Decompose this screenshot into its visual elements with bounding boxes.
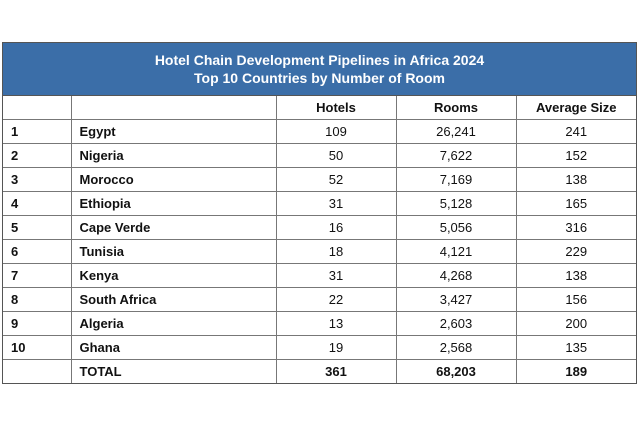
table-row: 10 Ghana 19 2,568 135 (3, 335, 636, 360)
header-cell (70, 96, 277, 120)
table-row: 3 Morocco 52 7,169 138 (3, 167, 636, 192)
value-cell: 200 (515, 311, 636, 336)
value-cell: 31 (275, 263, 397, 288)
value-cell: 135 (515, 335, 636, 360)
value-cell: 7,622 (395, 143, 517, 168)
total-value: 68,203 (395, 359, 517, 383)
subtitle: Top 10 Countries by Number of Room (194, 70, 445, 86)
table-row: 7 Kenya 31 4,268 138 (3, 263, 636, 288)
value-cell: 138 (515, 167, 636, 192)
table-row: 8 South Africa 22 3,427 156 (3, 287, 636, 312)
title: Hotel Chain Development Pipelines in Afr… (154, 52, 485, 68)
total-value: 189 (515, 359, 636, 383)
column-header: Average Size (515, 96, 636, 120)
country-cell: Nigeria (70, 143, 277, 168)
table-row: 6 Tunisia 18 4,121 229 (3, 239, 636, 264)
value-cell: 152 (515, 143, 636, 168)
value-cell: 18 (275, 239, 397, 264)
value-cell: 316 (515, 215, 636, 240)
value-cell: 22 (275, 287, 397, 312)
table-row: 1 Egypt 109 26,241 241 (3, 119, 636, 144)
country-cell: Egypt (70, 119, 277, 144)
country-cell: Cape Verde (70, 215, 277, 240)
header-row: Hotels Rooms Average Size (3, 96, 636, 120)
value-cell: 50 (275, 143, 397, 168)
value-cell: 16 (275, 215, 397, 240)
rank-cell: 3 (3, 167, 72, 192)
table-row: 9 Algeria 13 2,603 200 (3, 311, 636, 336)
table: Hotels Rooms Average Size 1 Egypt 109 26,241 24… (3, 96, 636, 383)
value-cell: 241 (515, 119, 636, 144)
table-row: 4 Ethiopia 31 5,128 165 (3, 191, 636, 216)
total-label: TOTAL (70, 359, 277, 383)
value-cell: 19 (275, 335, 397, 360)
rank-cell: 4 (3, 191, 72, 216)
value-cell: 2,568 (395, 335, 517, 360)
table-row: 5 Cape Verde 16 5,056 316 (3, 215, 636, 240)
value-cell: 4,121 (395, 239, 517, 264)
value-cell: 138 (515, 263, 636, 288)
value-cell: 3,427 (395, 287, 517, 312)
table-row: 2 Nigeria 50 7,622 152 (3, 143, 636, 168)
rank-cell: 8 (3, 287, 72, 312)
table-container: Hotel Chain Development Pipelines in Afr… (2, 42, 637, 384)
country-cell: Tunisia (70, 239, 277, 264)
value-cell: 156 (515, 287, 636, 312)
column-header: Rooms (395, 96, 517, 120)
rank-cell: 5 (3, 215, 72, 240)
value-cell: 13 (275, 311, 397, 336)
rank-cell: 1 (3, 119, 72, 144)
value-cell: 5,128 (395, 191, 517, 216)
value-cell: 4,268 (395, 263, 517, 288)
rank-cell: 10 (3, 335, 72, 360)
rank-cell: 6 (3, 239, 72, 264)
country-cell: Kenya (70, 263, 277, 288)
country-cell: Algeria (70, 311, 277, 336)
rank-cell: 7 (3, 263, 72, 288)
country-cell: Ghana (70, 335, 277, 360)
value-cell: 31 (275, 191, 397, 216)
value-cell: 165 (515, 191, 636, 216)
value-cell: 109 (275, 119, 397, 144)
total-value: 361 (275, 359, 397, 383)
country-cell: Ethiopia (70, 191, 277, 216)
value-cell: 52 (275, 167, 397, 192)
rank-cell: 2 (3, 143, 72, 168)
title-band: Hotel Chain Development Pipelines in Afr… (3, 43, 636, 96)
country-cell: Morocco (70, 167, 277, 192)
column-header: Hotels (275, 96, 397, 120)
value-cell: 229 (515, 239, 636, 264)
rank-cell: 9 (3, 311, 72, 336)
country-cell: South Africa (70, 287, 277, 312)
header-cell (3, 96, 72, 120)
table-body: Hotels Rooms Average Size 1 Egypt 109 26,241 24… (3, 96, 636, 383)
empty-cell (3, 359, 72, 383)
total-row: TOTAL 361 68,203 189 (3, 359, 636, 383)
value-cell: 26,241 (395, 119, 517, 144)
value-cell: 7,169 (395, 167, 517, 192)
value-cell: 2,603 (395, 311, 517, 336)
value-cell: 5,056 (395, 215, 517, 240)
